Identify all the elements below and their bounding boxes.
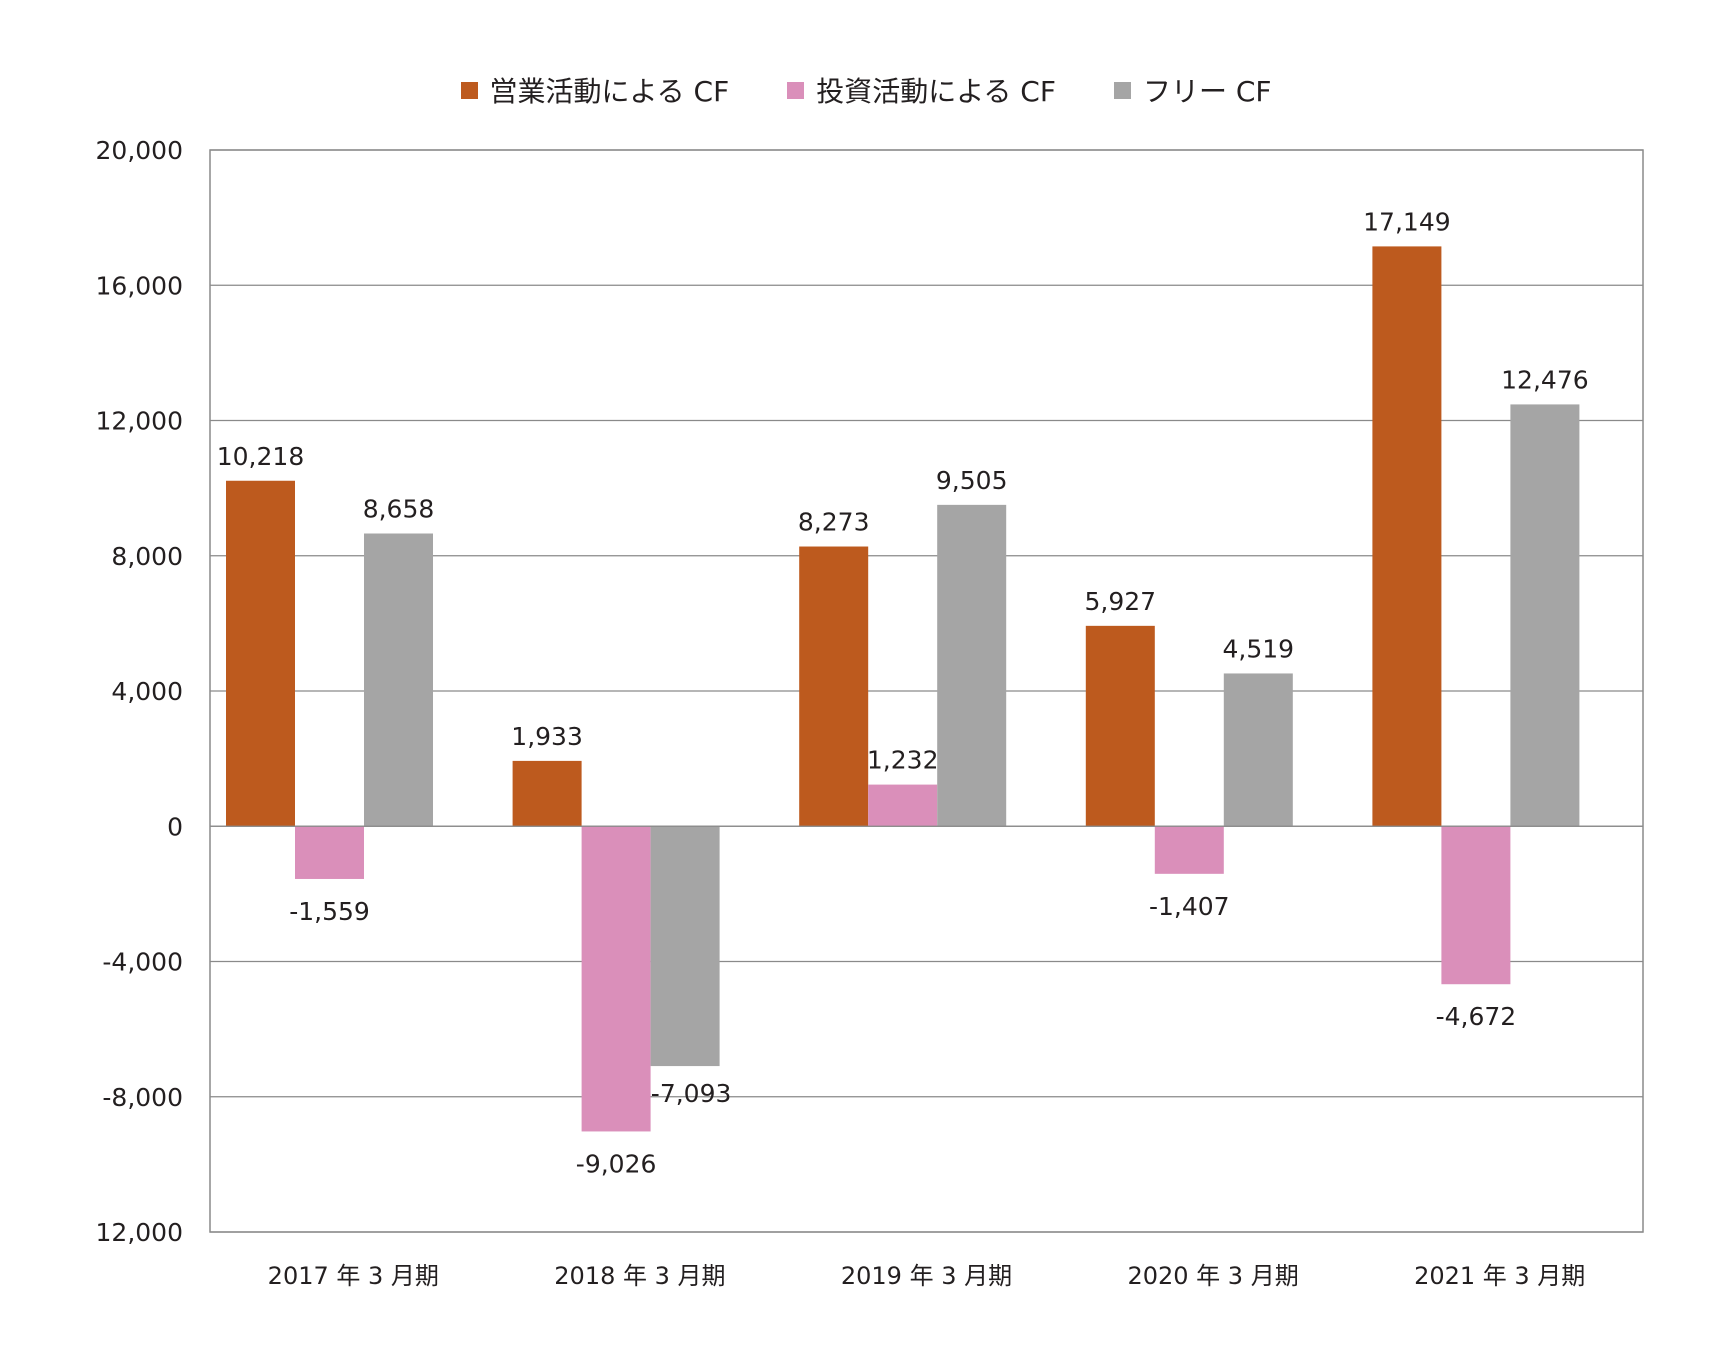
data-label-operating-cf-2: 8,273 [798, 508, 870, 537]
data-label-investing-cf-3: -1,407 [1149, 892, 1230, 921]
bar-investing-cf-2 [868, 784, 938, 827]
bar-free-cf-4 [1510, 404, 1580, 827]
data-label-free-cf-4: 12,476 [1501, 365, 1588, 394]
y-tick-label-8: 12,000 [96, 1218, 183, 1247]
x-tick-label-2: 2019 年 3 月期 [841, 1262, 1012, 1290]
legend-item-investing-cf: 投資活動による CF [787, 70, 1056, 110]
bar-operating-cf-4 [1372, 246, 1442, 827]
data-label-investing-cf-4: -4,672 [1436, 1002, 1517, 1031]
legend-swatch-operating-cf [460, 81, 478, 99]
data-label-free-cf-1: -7,093 [651, 1079, 732, 1108]
x-tick-label-0: 2017 年 3 月期 [268, 1262, 439, 1290]
x-tick-label-4: 2021 年 3 月期 [1414, 1262, 1585, 1290]
y-tick-label-5: 0 [167, 812, 183, 841]
data-label-investing-cf-0: -1,559 [289, 897, 370, 926]
data-label-investing-cf-1: -9,026 [576, 1149, 657, 1178]
bar-operating-cf-2 [799, 546, 869, 827]
data-label-operating-cf-1: 1,933 [511, 722, 583, 751]
bar-operating-cf-3 [1085, 625, 1155, 827]
data-label-operating-cf-3: 5,927 [1085, 587, 1157, 616]
bar-free-cf-3 [1223, 673, 1293, 827]
data-label-operating-cf-0: 10,218 [217, 442, 304, 471]
x-tick-label-3: 2020 年 3 月期 [1127, 1262, 1298, 1290]
data-label-investing-cf-2: 1,232 [867, 746, 939, 775]
plot-border [209, 149, 1644, 1233]
y-tick-label-1: 16,000 [96, 271, 183, 300]
bar-free-cf-1 [650, 826, 720, 1067]
bar-operating-cf-1 [512, 760, 582, 827]
y-tick-label-0: 20,000 [96, 136, 183, 165]
y-tick-label-2: 12,000 [96, 407, 183, 436]
bar-investing-cf-0 [295, 826, 364, 879]
data-label-free-cf-0: 8,658 [363, 495, 435, 524]
y-tick-label-4: 4,000 [111, 677, 183, 706]
legend: 営業活動による CF 投資活動による CF フリー CF [0, 70, 1732, 110]
y-tick-label-7: -8,000 [102, 1083, 183, 1112]
bar-free-cf-0 [364, 533, 433, 827]
legend-label-free-cf: フリー CF [1142, 75, 1272, 108]
legend-swatch-investing-cf [787, 81, 805, 99]
bar-investing-cf-3 [1154, 826, 1224, 874]
bar-operating-cf-0 [226, 480, 295, 827]
data-label-operating-cf-4: 17,149 [1363, 207, 1450, 236]
legend-label-operating-cf: 営業活動による CF [489, 75, 730, 108]
legend-swatch-free-cf [1113, 81, 1131, 99]
legend-item-operating-cf: 営業活動による CF [460, 70, 730, 110]
legend-label-investing-cf: 投資活動による CF [816, 75, 1056, 108]
data-label-free-cf-2: 9,505 [936, 466, 1008, 495]
x-tick-label-1: 2018 年 3 月期 [554, 1262, 725, 1290]
y-tick-label-6: -4,000 [102, 948, 183, 977]
bar-investing-cf-4 [1441, 826, 1511, 985]
bar-investing-cf-1 [581, 826, 651, 1132]
y-tick-label-3: 8,000 [111, 542, 183, 571]
legend-item-free-cf: フリー CF [1113, 70, 1272, 110]
bar-free-cf-2 [937, 504, 1007, 827]
data-label-free-cf-3: 4,519 [1223, 634, 1295, 663]
